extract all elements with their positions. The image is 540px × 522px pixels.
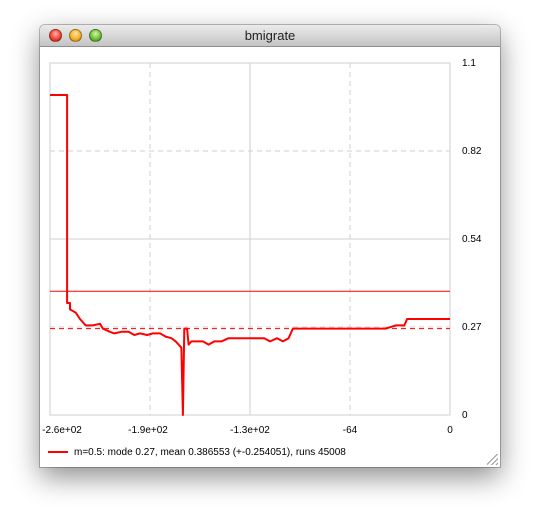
y-tick-label: 0 xyxy=(462,410,468,421)
resize-grip[interactable] xyxy=(487,454,498,465)
title-bar[interactable]: bmigrate xyxy=(40,25,500,47)
legend: m=0.5: mode 0.27, mean 0.386553 (+-0.254… xyxy=(48,445,346,459)
y-tick-label: 1.1 xyxy=(462,58,476,69)
x-tick-label: -1.3e+02 xyxy=(230,425,270,436)
legend-label: m=0.5: mode 0.27, mean 0.386553 (+-0.254… xyxy=(74,446,346,458)
line-chart: -2.6e+02 -1.9e+02 -1.3e+02 -64 0 0 0.27 0.54 0.… xyxy=(42,58,482,436)
y-tick-label: 0.82 xyxy=(462,146,482,157)
close-button[interactable] xyxy=(49,29,62,42)
x-tick-label: -64 xyxy=(343,425,358,436)
window-title: bmigrate xyxy=(244,28,296,43)
x-tick-label: -1.9e+02 xyxy=(128,425,168,436)
x-tick-label: 0 xyxy=(447,425,453,436)
minimize-button[interactable] xyxy=(69,29,82,42)
y-tick-label: 0.27 xyxy=(462,322,482,333)
plot-area: -2.6e+02 -1.9e+02 -1.3e+02 -64 0 0 0.27 0.54 0.… xyxy=(40,47,500,467)
zoom-button[interactable] xyxy=(89,29,102,42)
bmigrate-window: bmigrate -2.6e+02 -1.9e+02 -1.3e+02 -64 0 0 0… xyxy=(40,25,500,467)
x-tick-label: -2.6e+02 xyxy=(42,425,82,436)
y-tick-label: 0.54 xyxy=(462,234,482,245)
series-line xyxy=(50,94,450,416)
legend-swatch xyxy=(48,451,68,453)
